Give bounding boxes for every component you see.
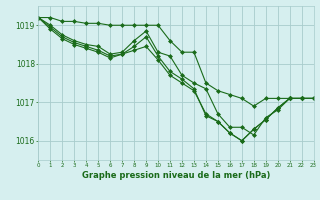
X-axis label: Graphe pression niveau de la mer (hPa): Graphe pression niveau de la mer (hPa)	[82, 171, 270, 180]
